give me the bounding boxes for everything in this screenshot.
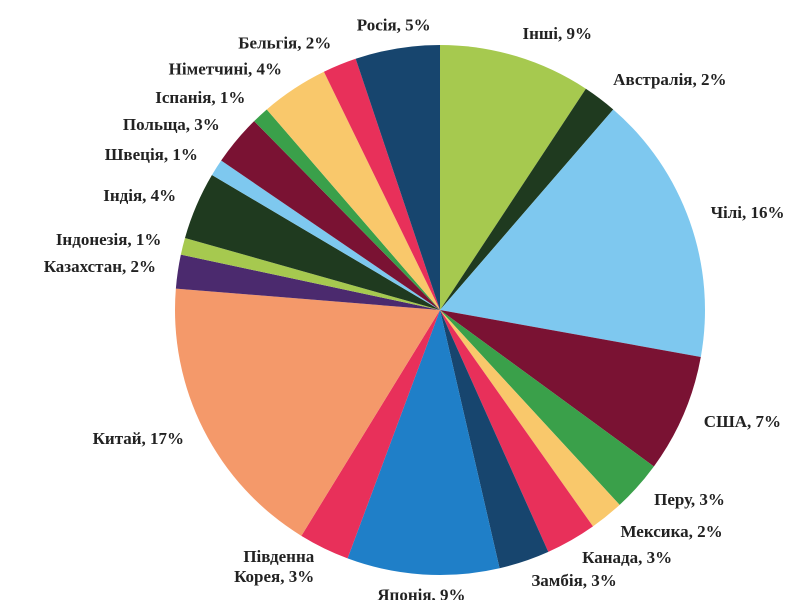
pie-slice bbox=[440, 310, 620, 527]
pie-slice bbox=[175, 288, 440, 536]
slice-label: Мексика, 2% bbox=[620, 522, 722, 541]
pie-slice bbox=[440, 45, 586, 310]
slice-label: Індія, 4% bbox=[103, 186, 176, 205]
slice-label: Південна Корея, 3% bbox=[234, 547, 315, 586]
slice-label: Китай, 17% bbox=[93, 429, 184, 448]
slice-label: Індонезія, 1% bbox=[56, 230, 162, 249]
pie-slice bbox=[221, 121, 440, 310]
pie-slice bbox=[266, 71, 440, 310]
pie-slice bbox=[323, 58, 440, 310]
slice-label: Замбія, 3% bbox=[531, 571, 616, 590]
pie-slice bbox=[440, 310, 654, 505]
slice-label: Іспанія, 1% bbox=[155, 88, 245, 107]
pie-slice bbox=[184, 175, 440, 310]
pie-slice bbox=[175, 254, 440, 310]
slice-label: Росія, 5% bbox=[357, 16, 431, 35]
pie-slice bbox=[440, 88, 614, 310]
slice-label: Німетчині, 4% bbox=[169, 59, 282, 78]
slice-label: Інші, 9% bbox=[522, 24, 592, 43]
pie-slice bbox=[440, 310, 593, 552]
slice-label: США, 7% bbox=[704, 412, 781, 431]
slice-label: Швеція, 1% bbox=[105, 145, 198, 164]
slice-label: Австралія, 2% bbox=[613, 70, 726, 89]
pie-slice bbox=[254, 109, 440, 311]
slice-label: Перу, 3% bbox=[654, 490, 725, 509]
pie-slice bbox=[440, 310, 549, 569]
slice-label: Японія, 9% bbox=[377, 585, 465, 600]
pie-slice bbox=[440, 310, 701, 467]
slice-label: Казахстан, 2% bbox=[44, 257, 156, 276]
pie-slice bbox=[347, 310, 500, 576]
slice-label: Бельгія, 2% bbox=[238, 33, 331, 52]
slice-label: Польща, 3% bbox=[123, 115, 220, 134]
slice-label: Канада, 3% bbox=[582, 548, 672, 567]
pie-slice bbox=[180, 237, 440, 310]
pie-slice bbox=[211, 160, 440, 310]
slice-label: Чілі, 16% bbox=[711, 203, 785, 222]
pie-slice bbox=[301, 310, 440, 559]
pie-slice bbox=[440, 109, 705, 357]
pie-slice bbox=[355, 45, 440, 310]
